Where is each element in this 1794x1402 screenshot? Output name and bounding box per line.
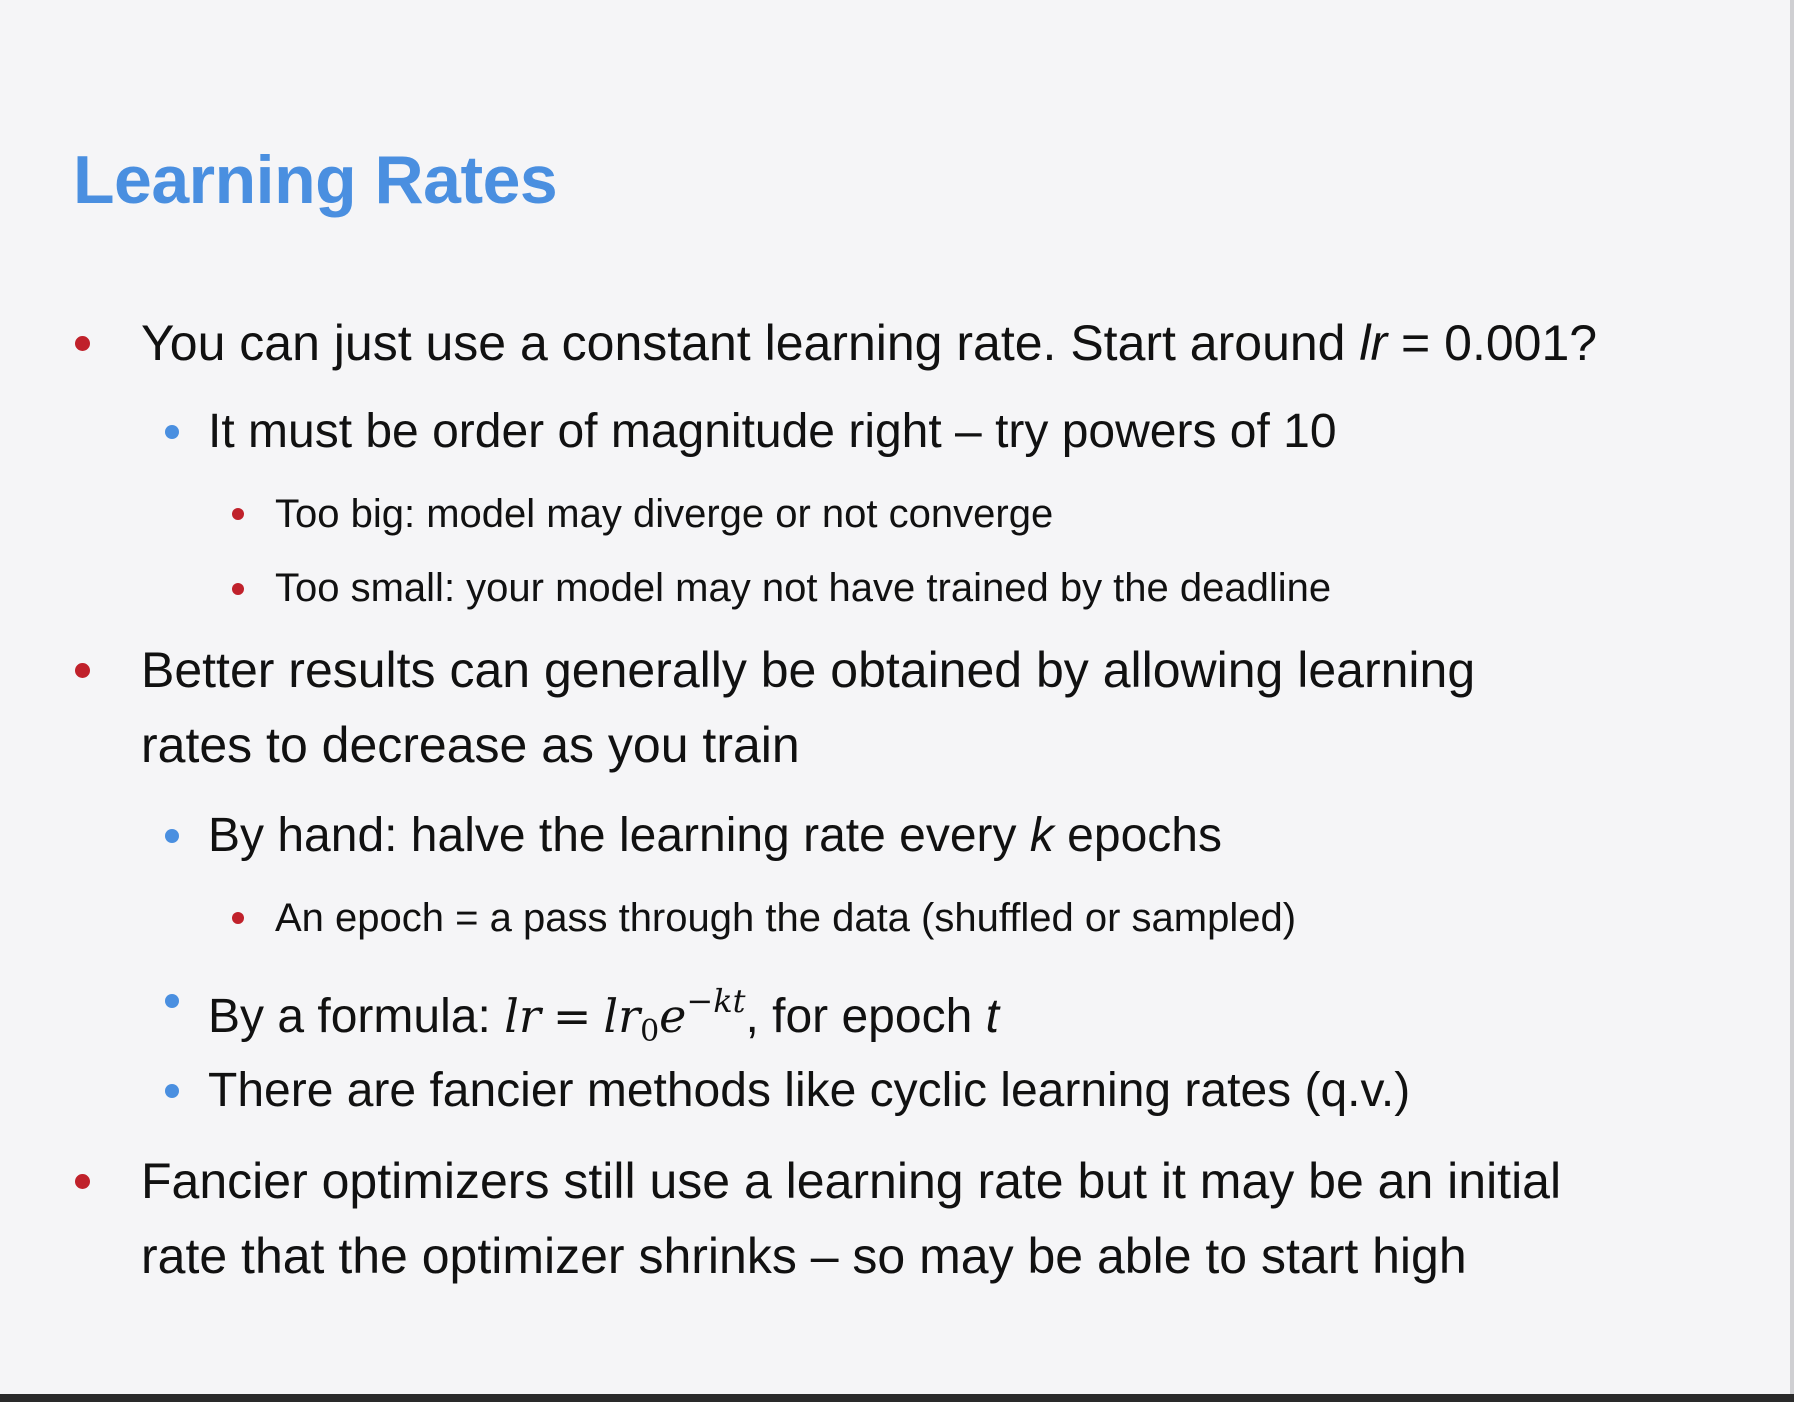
bullet-too-small: Too small: your model may not have train… — [275, 566, 1332, 610]
bullet-dot-red — [75, 663, 90, 678]
bullet-fancier-optimizers-line1: Fancier optimizers still use a learning … — [141, 1153, 1562, 1209]
formula-base: lr — [603, 989, 641, 1043]
learning-rate-formula: lr = lr0e−kt — [504, 982, 745, 1049]
bullet-dot-blue — [165, 425, 179, 439]
bullet-better-results-line2: rates to decrease as you train — [141, 717, 800, 773]
bullet-dot-blue — [165, 994, 179, 1008]
bullet-text: By a formula: — [208, 990, 505, 1043]
variable-k: k — [1029, 809, 1054, 862]
slide-right-edge — [1790, 0, 1794, 1402]
formula-lhs: lr — [504, 989, 541, 1043]
variable-lr: lr — [1359, 315, 1388, 371]
formula-exp-base: e — [659, 989, 687, 1043]
bullet-text: By hand: halve the learning rate every — [208, 809, 1030, 862]
bullet-by-hand: By hand: halve the learning rate every k… — [208, 807, 1222, 865]
bullet-text: , for epoch — [745, 990, 986, 1043]
bullet-dot-blue — [165, 829, 179, 843]
formula-equals: = — [552, 989, 592, 1043]
variable-t: t — [985, 990, 999, 1043]
slide-title: Learning Rates — [73, 142, 558, 218]
bullet-constant-learning-rate: You can just use a constant learning rat… — [141, 313, 1597, 373]
bullet-text: You can just use a constant learning rat… — [141, 315, 1360, 371]
bullet-dot-blue — [165, 1084, 179, 1098]
bullet-text: epochs — [1053, 809, 1222, 862]
bullet-dot-red — [75, 1174, 90, 1189]
bullet-dot-red — [75, 336, 90, 351]
bullet-epoch-definition: An epoch = a pass through the data (shuf… — [275, 896, 1297, 940]
bullet-fancier-optimizers-line2: rate that the optimizer shrinks – so may… — [141, 1228, 1467, 1284]
formula-subscript: 0 — [640, 1014, 660, 1049]
bullet-dot-red — [232, 912, 244, 924]
bullet-fancier-methods: There are fancier methods like cyclic le… — [208, 1064, 1411, 1117]
bullet-order-of-magnitude: It must be order of magnitude right – tr… — [208, 405, 1337, 458]
bullet-by-formula: By a formula: lr = lr0e−kt, for epoch t — [208, 972, 999, 1061]
formula-exponent: −kt — [686, 982, 746, 1020]
bullet-better-results-line1: Better results can generally be obtained… — [141, 642, 1476, 698]
slide-bottom-edge — [0, 1394, 1794, 1402]
bullet-too-big: Too big: model may diverge or not conver… — [275, 492, 1054, 536]
bullet-dot-red — [232, 583, 244, 595]
bullet-dot-red — [232, 508, 244, 520]
bullet-text: = 0.001? — [1387, 315, 1598, 371]
